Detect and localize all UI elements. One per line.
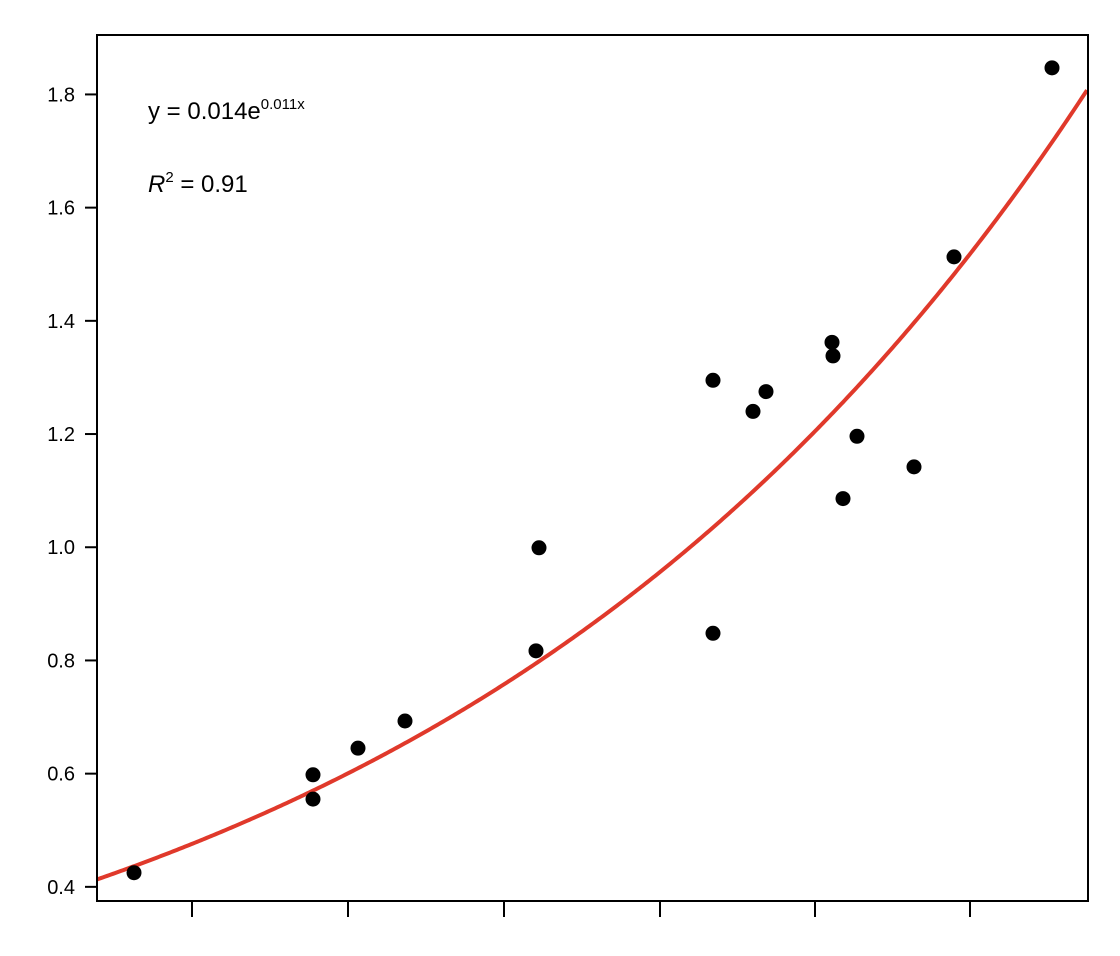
y-axis-ticks: 0.4 0.6 0.8 1.0 1.2 1.4 1.6 1.8 (47, 84, 97, 899)
r-squared-value: = 0.91 (174, 171, 248, 198)
y-tick-label: 1.0 (47, 537, 75, 559)
data-point (906, 459, 922, 475)
data-point (849, 428, 865, 444)
fit-curve (96, 89, 1089, 882)
y-tick-label: 1.4 (47, 311, 75, 333)
r-squared-symbol: R (148, 171, 165, 198)
plot-frame (96, 34, 1089, 902)
equation-annotation: y = 0.014e0.011x (148, 96, 305, 125)
data-point (531, 540, 547, 556)
data-point (1044, 60, 1060, 76)
data-point (758, 384, 774, 400)
data-point (126, 865, 142, 881)
r-squared-annotation: R2 = 0.91 (148, 169, 248, 198)
data-point (745, 403, 761, 419)
data-point (946, 249, 962, 265)
y-tick-label: 0.6 (47, 764, 75, 786)
equation-exponent: 0.011x (261, 96, 305, 113)
data-point (705, 372, 721, 388)
data-point (528, 643, 544, 659)
data-point (824, 334, 840, 350)
data-point (305, 767, 321, 783)
y-tick-label: 1.2 (47, 424, 75, 446)
data-point (305, 791, 321, 807)
y-tick-label: 0.8 (47, 650, 75, 672)
y-tick-label: 1.8 (47, 84, 75, 106)
data-points (126, 60, 1060, 881)
x-axis-ticks (191, 901, 971, 917)
data-point (397, 713, 413, 729)
equation-prefix: y = 0.014e (148, 98, 261, 125)
y-tick-label: 1.6 (47, 198, 75, 220)
y-tick-label: 0.4 (47, 877, 75, 899)
data-point (825, 348, 841, 364)
r-squared-power: 2 (165, 169, 173, 186)
data-point (705, 625, 721, 641)
data-point (350, 740, 366, 756)
data-point (835, 491, 851, 507)
